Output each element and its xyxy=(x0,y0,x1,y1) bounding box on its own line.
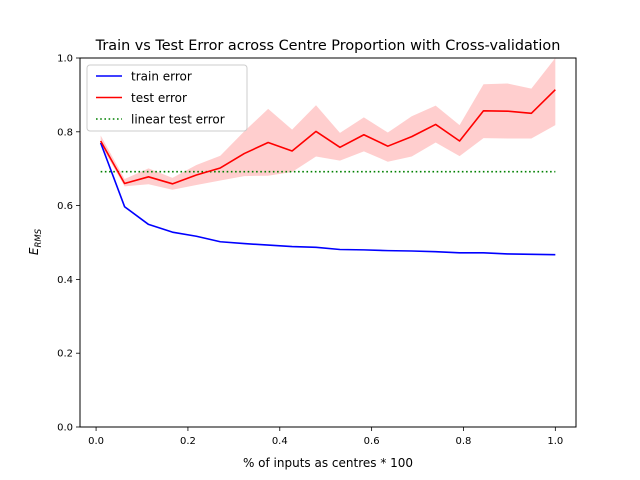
plot-area xyxy=(99,58,556,256)
series-line-train-error xyxy=(99,142,556,256)
legend-box xyxy=(86,64,248,132)
y-ticks: 0.0 0.2 0.4 0.6 0.8 1.0 xyxy=(57,54,80,434)
y-axis-label: ERMS xyxy=(27,228,44,255)
legend-label-test-error: test error xyxy=(131,91,187,105)
axes-frame xyxy=(79,57,577,428)
test-error-band xyxy=(100,58,556,190)
y-tick-label: 0.2 xyxy=(57,349,73,360)
x-tick-label: 0.2 xyxy=(180,436,196,447)
y-axis-label-base: E xyxy=(27,247,41,255)
y-tick-label: 0.4 xyxy=(57,275,73,286)
x-axis-label: % of inputs as centres * 100 xyxy=(243,456,413,470)
y-axis-label-subscript: RMS xyxy=(34,228,44,247)
x-tick-label: 0.6 xyxy=(364,436,380,447)
x-ticks: 0.0 0.2 0.4 0.6 0.8 1.0 xyxy=(88,427,563,447)
x-tick-label: 1.0 xyxy=(547,436,563,447)
y-tick-label: 0.6 xyxy=(57,201,73,212)
y-tick-label: 0.0 xyxy=(57,423,73,434)
x-tick-label: 0.4 xyxy=(272,436,288,447)
y-tick-label: 0.8 xyxy=(57,127,73,138)
x-tick-label: 0.0 xyxy=(88,436,104,447)
x-tick-label: 0.8 xyxy=(456,436,472,447)
legend-label-train-error: train error xyxy=(131,69,192,83)
y-tick-label: 1.0 xyxy=(57,54,73,65)
axes xyxy=(79,57,577,428)
legend: train error test error linear test error xyxy=(86,64,248,132)
legend-label-linear-test-error: linear test error xyxy=(131,112,225,126)
series-line-test-error xyxy=(99,89,556,185)
chart-title: Train vs Test Error across Centre Propor… xyxy=(95,38,561,54)
